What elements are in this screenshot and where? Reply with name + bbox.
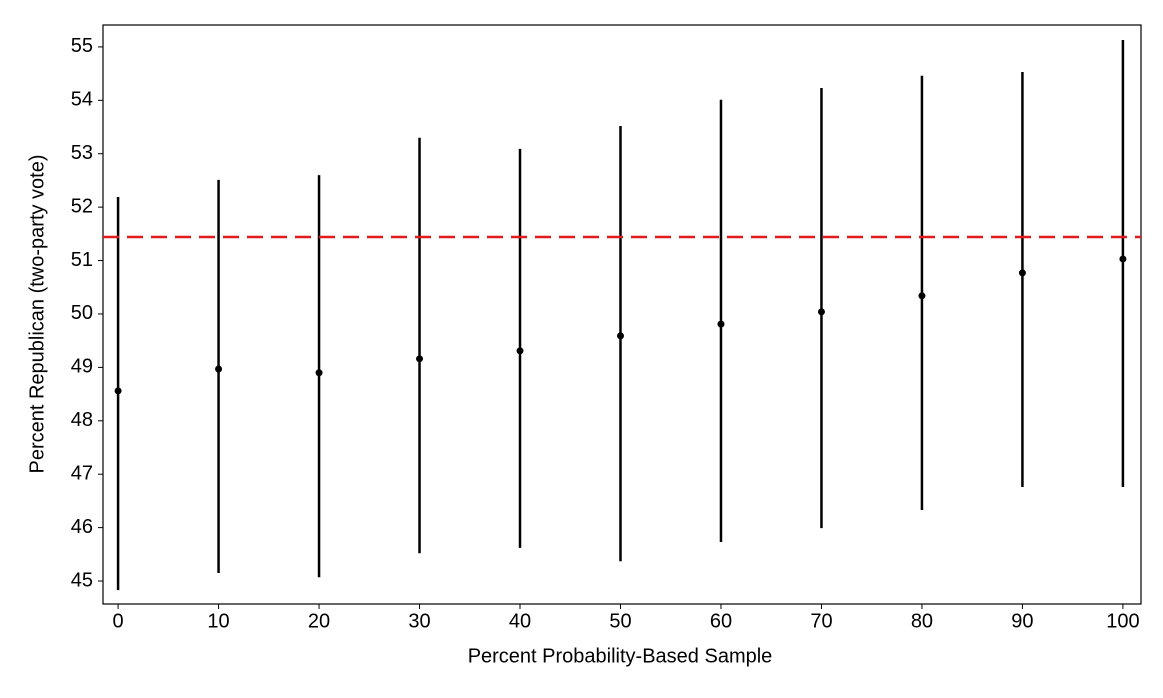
y-tick-label: 50 (71, 302, 93, 324)
y-tick-label: 52 (71, 195, 93, 217)
y-tick-label: 53 (71, 142, 93, 164)
x-tick-label: 100 (1106, 610, 1139, 632)
point (817, 308, 825, 316)
point (516, 347, 524, 355)
x-tick-label: 10 (207, 610, 229, 632)
point (1119, 255, 1127, 263)
y-tick-label: 55 (71, 35, 93, 57)
point (215, 365, 223, 373)
y-axis-label: Percent Republican (two-party vote) (26, 154, 48, 473)
point (416, 355, 424, 363)
x-tick-label: 40 (509, 610, 531, 632)
y-tick-label: 51 (71, 249, 93, 271)
y-tick-label: 45 (71, 569, 93, 591)
x-tick-label: 80 (911, 610, 933, 632)
point (1018, 269, 1026, 277)
y-tick-label: 48 (71, 409, 93, 431)
point (918, 292, 926, 300)
point (114, 387, 122, 395)
point (717, 320, 725, 328)
x-tick-label: 50 (609, 610, 631, 632)
y-tick-label: 49 (71, 356, 93, 378)
x-tick-label: 90 (1011, 610, 1033, 632)
x-axis-label: Percent Probability-Based Sample (468, 645, 773, 667)
x-tick-label: 20 (308, 610, 330, 632)
y-tick-label: 54 (71, 89, 93, 111)
x-tick-label: 60 (710, 610, 732, 632)
point (315, 369, 323, 377)
x-tick-label: 70 (810, 610, 832, 632)
plot-frame (102, 24, 1142, 605)
y-tick-label: 46 (71, 516, 93, 538)
point (616, 332, 624, 340)
x-tick-label: 0 (113, 610, 124, 632)
x-tick-label: 30 (408, 610, 430, 632)
y-tick-label: 47 (71, 462, 93, 484)
